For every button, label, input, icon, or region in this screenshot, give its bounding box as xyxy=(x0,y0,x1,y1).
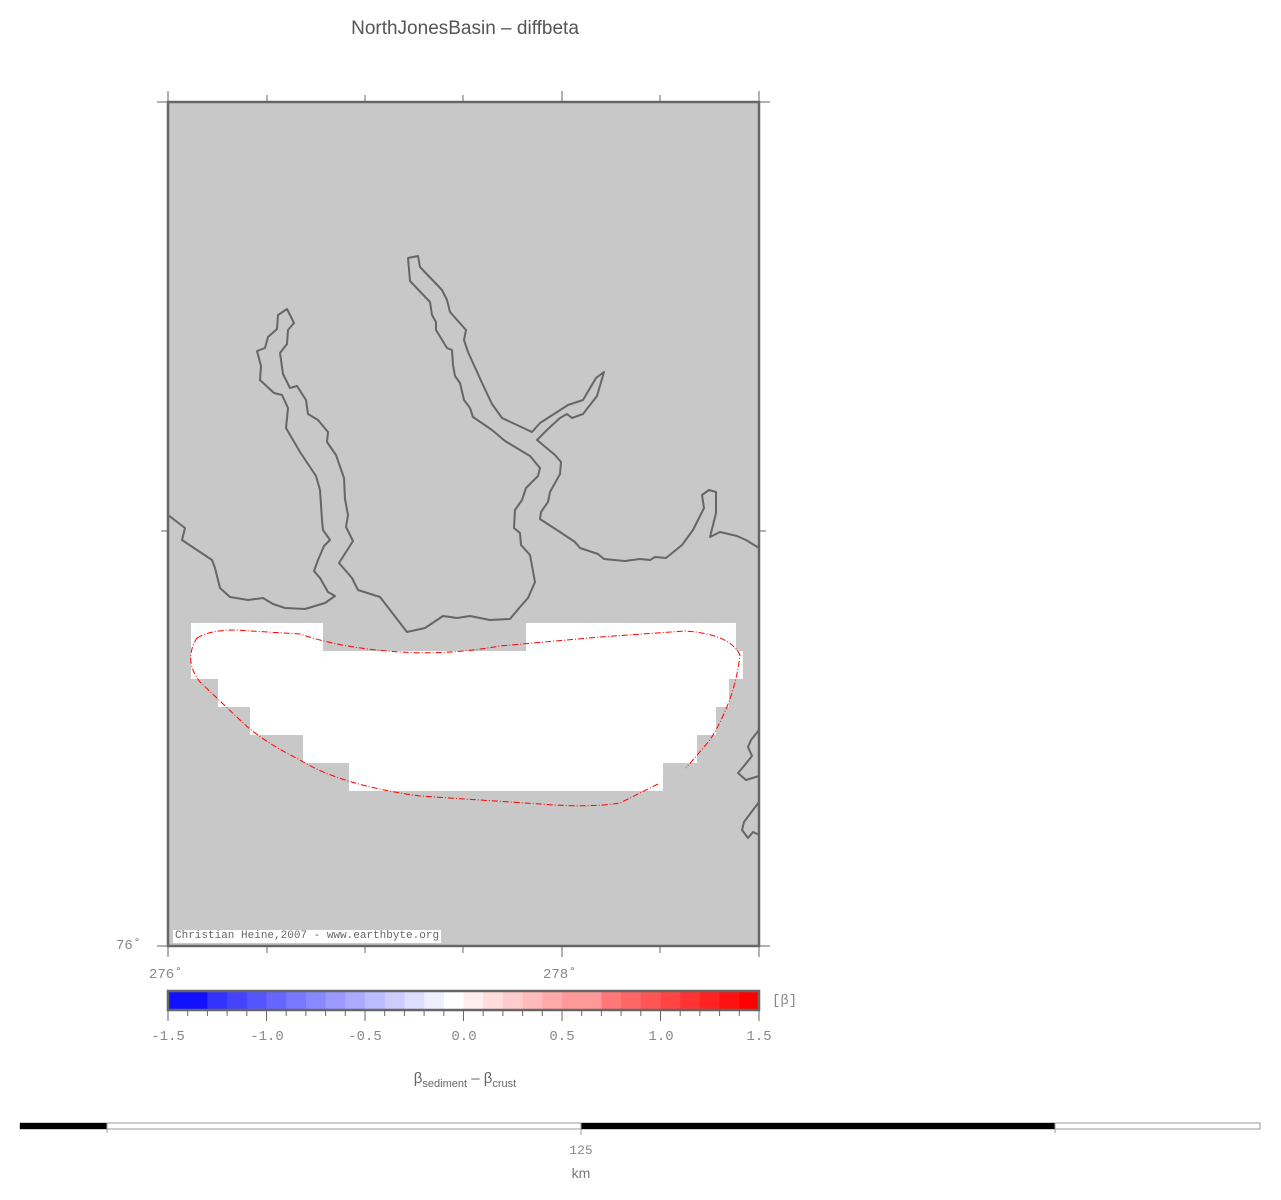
colorbar-segment xyxy=(365,991,386,1010)
colorbar xyxy=(167,991,760,1021)
label-operator: – xyxy=(467,1070,484,1087)
colorbar-segment xyxy=(286,991,307,1010)
coastline-east-1 xyxy=(737,729,760,781)
colorbar-segment xyxy=(345,991,366,1010)
colorbar-segment xyxy=(404,991,425,1010)
colorbar-segment xyxy=(227,991,248,1010)
colorbar-frame xyxy=(166,989,761,1012)
colorbar-segment xyxy=(246,991,267,1010)
label-beta-1: β xyxy=(413,1070,423,1087)
colorbar-segment xyxy=(601,991,622,1010)
colorbar-segment xyxy=(266,991,287,1010)
colorbar-segment xyxy=(739,991,760,1010)
basin-outline xyxy=(190,629,741,807)
colorbar-tick-label: -1.0 xyxy=(250,1029,284,1045)
scale-bar xyxy=(19,1122,1261,1135)
colorbar-tick-label: -1.5 xyxy=(151,1029,185,1045)
colorbar-segment xyxy=(424,991,445,1010)
colorbar-segment xyxy=(660,991,681,1010)
colorbar-segment xyxy=(168,991,189,1010)
colorbar-segment xyxy=(562,991,583,1010)
colorbar-segment xyxy=(542,991,563,1010)
colorbar-segment xyxy=(305,991,327,1010)
colorbar-tick-label: 0.0 xyxy=(451,1029,477,1045)
lon-label-276: 276˚ xyxy=(149,967,183,983)
colorbar-segment xyxy=(680,991,701,1010)
lat-label-76: 76˚ xyxy=(116,938,142,954)
colorbar-segment xyxy=(640,991,661,1010)
colorbar-segment xyxy=(581,991,602,1010)
colorbar-segment xyxy=(384,991,405,1010)
colorbar-segment xyxy=(207,991,228,1010)
colorbar-tick-label: 1.0 xyxy=(648,1029,674,1045)
colorbar-segment xyxy=(621,991,642,1010)
colorbar-segment xyxy=(719,991,740,1010)
coastline-east-2 xyxy=(741,801,760,839)
colorbar-segment xyxy=(443,991,464,1010)
colorbar-label: βsediment – βcrust xyxy=(380,1070,550,1090)
lon-label-278: 278˚ xyxy=(543,967,577,983)
scale-unit: km xyxy=(571,1165,591,1181)
coastlines xyxy=(167,255,760,839)
map-title: NorthJonesBasin – diffbeta xyxy=(351,18,579,39)
scale-label: 125 xyxy=(569,1143,593,1158)
basin-grid-cells xyxy=(191,623,743,791)
map-background xyxy=(168,102,759,946)
colorbar-tick-label: -0.5 xyxy=(348,1029,382,1045)
label-sub-sediment: sediment xyxy=(422,1078,468,1090)
colorbar-segment xyxy=(463,991,484,1010)
label-sub-crust: crust xyxy=(492,1078,517,1090)
colorbar-segment xyxy=(483,991,504,1010)
map-frame xyxy=(166,100,761,948)
colorbar-tick-label: 1.5 xyxy=(746,1029,772,1045)
label-beta-2: β xyxy=(483,1070,493,1087)
colorbar-segment xyxy=(502,991,524,1010)
colorbar-unit: [β] xyxy=(772,993,798,1009)
coastline-main xyxy=(167,255,760,633)
colorbar-segment xyxy=(187,991,208,1010)
colorbar-segment xyxy=(325,991,346,1010)
colorbar-segment xyxy=(699,991,721,1010)
credit-text: Christian Heine,2007 - www.earthbyte.org xyxy=(173,930,442,943)
colorbar-segment xyxy=(522,991,543,1010)
colorbar-tick-label: 0.5 xyxy=(549,1029,575,1045)
